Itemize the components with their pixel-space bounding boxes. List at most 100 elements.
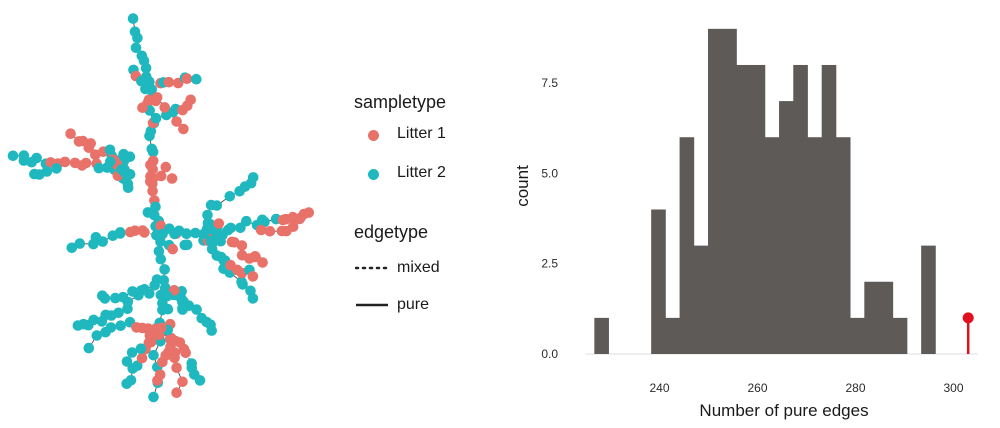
histogram-bar-13 xyxy=(779,101,794,354)
network-node xyxy=(178,123,189,135)
network-node xyxy=(247,293,259,304)
network-node xyxy=(99,293,111,304)
network-node xyxy=(171,387,182,399)
legend-label-litter1: Litter 1 xyxy=(397,125,446,142)
network-node xyxy=(122,182,134,193)
network-node xyxy=(83,342,95,354)
network-node xyxy=(160,161,172,173)
legend-dot-litter1 xyxy=(368,130,379,141)
histogram-bar-4 xyxy=(651,209,666,354)
network-node xyxy=(206,325,217,336)
network-node xyxy=(136,352,148,364)
network-edge xyxy=(144,231,157,236)
network-plot xyxy=(7,13,315,403)
histogram-plot: 0.0 2.5 5.0 7.5 240 260 280 300 Number of pure e… xyxy=(513,28,978,420)
network-node xyxy=(90,149,101,160)
network-node xyxy=(139,227,150,238)
network-node xyxy=(257,257,268,268)
network-node xyxy=(110,292,121,304)
network-node xyxy=(148,329,159,341)
network-node xyxy=(303,207,315,218)
network-node xyxy=(171,362,182,374)
histogram-bar-11 xyxy=(750,64,766,354)
network-node xyxy=(127,286,138,297)
histogram-bar-17 xyxy=(835,137,851,354)
network-node xyxy=(124,151,136,162)
network-node xyxy=(116,164,127,175)
histogram-bar-21 xyxy=(892,317,908,354)
network-node xyxy=(137,102,148,113)
network-node xyxy=(136,75,147,87)
network-node xyxy=(159,264,170,275)
network-node xyxy=(157,228,168,240)
network-node xyxy=(31,152,42,164)
network-node xyxy=(144,130,155,142)
histogram-bar-20 xyxy=(878,281,894,354)
network-node xyxy=(247,172,259,183)
network-node xyxy=(51,163,62,174)
network-node xyxy=(259,216,270,228)
histogram-bar-23 xyxy=(921,245,936,354)
legend-dot-litter2 xyxy=(368,169,379,180)
histogram-bar-16 xyxy=(821,64,837,354)
histogram-bar-14 xyxy=(793,64,808,354)
y-axis-label: count xyxy=(513,165,532,207)
network-node xyxy=(247,271,259,282)
network-node xyxy=(177,376,188,388)
histogram-bar-6 xyxy=(679,137,695,354)
network-node xyxy=(59,156,71,168)
x-tick-label: 240 xyxy=(649,381,669,395)
histogram-bar-8 xyxy=(708,28,723,354)
network-node xyxy=(147,155,159,167)
network-node xyxy=(97,236,108,247)
network-node xyxy=(181,228,192,240)
network-node xyxy=(194,375,206,386)
network-nodes xyxy=(7,13,315,403)
network-node xyxy=(127,13,139,24)
observed-point xyxy=(962,312,974,324)
network-node xyxy=(146,84,157,95)
network-node xyxy=(140,62,152,74)
network-node xyxy=(135,285,147,296)
legend-label-litter2: Litter 2 xyxy=(397,164,446,181)
histogram-bar-0 xyxy=(594,317,609,354)
x-tick-label: 260 xyxy=(747,381,767,395)
network-node xyxy=(129,225,141,236)
network-node xyxy=(167,243,178,255)
network-node xyxy=(201,223,213,235)
network-node xyxy=(190,227,201,239)
network-node xyxy=(179,239,191,251)
network-node xyxy=(191,73,202,85)
y-tick-label: 7.5 xyxy=(541,76,558,90)
histogram-bar-18 xyxy=(850,317,865,354)
network-node xyxy=(154,369,166,381)
network-node xyxy=(105,322,117,333)
network-node xyxy=(185,94,196,106)
legend-title-sampletype: sampletype xyxy=(354,92,447,112)
network-node xyxy=(164,333,176,345)
network-node xyxy=(159,102,170,113)
legend-label-mixed: mixed xyxy=(397,259,440,276)
network-node xyxy=(114,227,126,238)
network-node xyxy=(202,209,213,221)
network-node xyxy=(241,215,252,227)
network-node xyxy=(113,307,124,319)
histogram-bar-15 xyxy=(807,137,823,354)
network-node xyxy=(74,238,86,249)
network-node xyxy=(163,76,175,88)
network-node xyxy=(142,207,154,218)
network-node xyxy=(66,242,78,254)
network-node xyxy=(162,290,173,302)
network-node xyxy=(135,343,147,355)
network-node xyxy=(148,391,159,403)
legend-line-pure xyxy=(356,303,388,307)
network-node xyxy=(147,146,159,158)
network-node xyxy=(208,236,219,247)
network-node xyxy=(125,375,137,386)
y-tick-label: 0.0 xyxy=(541,347,558,361)
network-node xyxy=(237,279,248,290)
network-node xyxy=(255,224,267,236)
legend-line-mixed xyxy=(355,266,389,270)
network-node xyxy=(7,150,19,162)
